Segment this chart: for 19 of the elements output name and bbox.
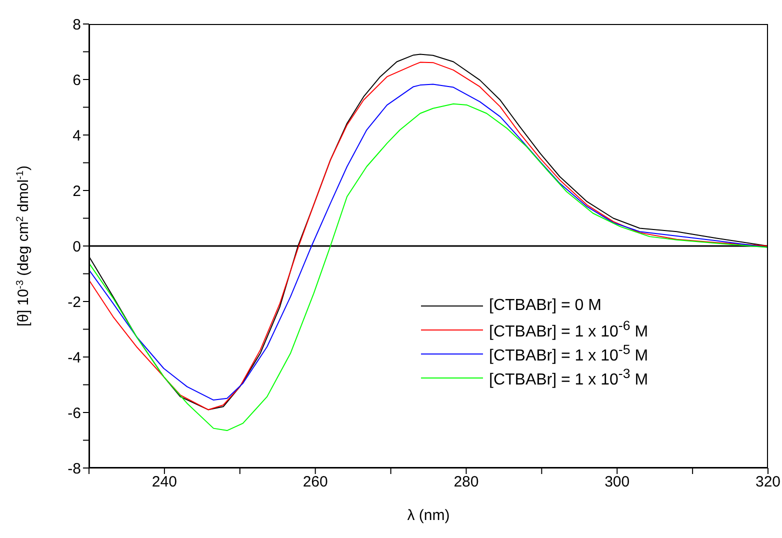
y-tick-label: -2 xyxy=(68,294,81,311)
x-tick-label: 260 xyxy=(302,474,328,491)
y-tick-label: -6 xyxy=(68,404,81,422)
x-tick-label: 240 xyxy=(152,474,177,491)
legend-label: [CTBABr] = 0 M xyxy=(489,297,602,315)
y-tick-label: 8 xyxy=(72,16,81,34)
x-axis-title: λ (nm) xyxy=(407,507,450,524)
legend-label: [CTBABr] = 1 x 10$^{-6}$ M xyxy=(489,318,648,342)
y-tick-label: -8 xyxy=(68,460,81,478)
legend-label: [CTBABr] = 1 x 10$^{-5}$ M xyxy=(489,342,648,366)
y-tick-label: 0 xyxy=(72,238,81,256)
legend-label: [CTBABr] = 1 x 10$^{-3}$ M xyxy=(489,366,648,390)
y-tick-label: 4 xyxy=(72,127,81,144)
x-tick-label: 320 xyxy=(755,474,781,491)
y-tick-label: 6 xyxy=(72,72,81,89)
x-tick-label: 280 xyxy=(454,474,479,491)
x-tick-label: 300 xyxy=(604,474,630,491)
y-tick-label: 2 xyxy=(72,182,81,200)
y-tick-label: -4 xyxy=(68,349,81,366)
